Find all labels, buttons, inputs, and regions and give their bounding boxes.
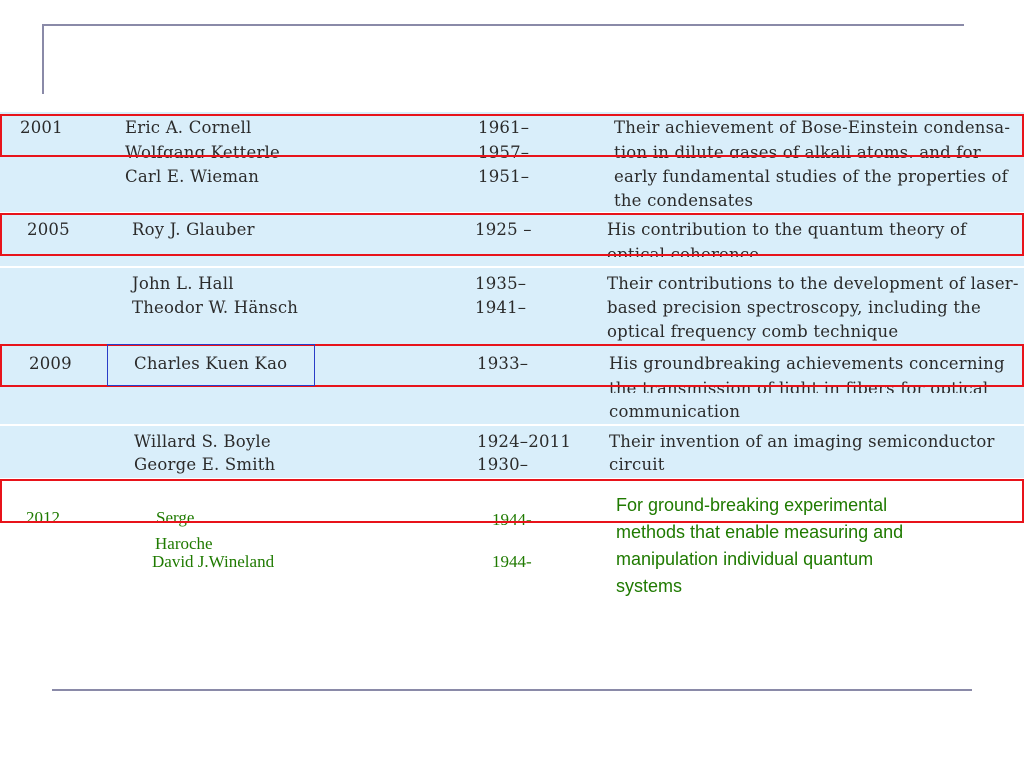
prize-description-line: For ground-breaking experimental — [616, 495, 888, 515]
birth-year: 1933– — [477, 354, 529, 373]
prize-description-line: manipulation individual quantum — [616, 549, 874, 569]
prize-description: Their achievement of Bose-Einstein conde… — [614, 118, 1011, 137]
birth-year: 1925 – — [475, 220, 532, 239]
laureate-name: Carl E. Wieman — [125, 167, 260, 186]
prize-description: His contribution to the quantum theory o… — [607, 220, 967, 239]
laureate-name: Theodor W. Hänsch — [132, 298, 299, 317]
prize-description-line: methods that enable measuring and — [616, 522, 904, 542]
birth-year-2012: 1944- — [492, 552, 532, 571]
prize-description: His groundbreaking achievements concerni… — [609, 354, 1005, 373]
birth-year: 1951– — [478, 167, 530, 186]
laureate-name-2012: David J.Wineland — [152, 552, 275, 571]
laureate-name: George E. Smith — [134, 455, 276, 474]
birth-year: 1930– — [477, 455, 529, 474]
laureate-name: Willard S. Boyle — [134, 432, 271, 451]
year-2009: 2009 — [29, 354, 72, 373]
year-2005: 2005 — [27, 220, 70, 239]
year-2012: 2012 — [26, 508, 60, 527]
prize-description: tion in dilute gases of alkali atoms, an… — [614, 143, 981, 158]
laureate-name: Charles Kuen Kao — [134, 354, 288, 373]
prize-description: Their invention of an imaging semiconduc… — [609, 432, 995, 451]
row-divider — [0, 344, 1024, 346]
year-2001: 2001 — [20, 118, 63, 137]
prize-description: communication — [609, 402, 741, 421]
prize-description: based precision spectroscopy, including … — [607, 298, 981, 317]
birth-year: 1957– — [478, 143, 530, 158]
birth-year: 1935– — [475, 274, 527, 293]
row-divider — [0, 266, 1024, 268]
prize-description: optical coherence — [607, 245, 760, 257]
prize-description-line: systems — [616, 576, 683, 596]
nobel-table-image — [0, 112, 1024, 478]
laureate-name: Roy J. Glauber — [132, 220, 255, 239]
prize-description: early fundamental studies of the propert… — [614, 167, 1008, 186]
birth-year: 1924–2011 — [477, 432, 572, 451]
slide-frame-left-line — [42, 24, 44, 94]
birth-year: 1941– — [475, 298, 527, 317]
slide-frame-bottom-line — [52, 689, 972, 691]
laureate-name-2012: Serge — [156, 508, 195, 527]
row-divider — [0, 212, 1024, 214]
laureate-name-2012: Haroche — [155, 534, 213, 553]
prize-description: the transmission of light in fibers for … — [609, 379, 989, 393]
slide-frame-top-line — [42, 24, 964, 26]
row-divider — [0, 424, 1024, 426]
laureate-name: Wolfgang Ketterle — [125, 143, 280, 158]
prize-description: the condensates — [614, 191, 754, 210]
birth-year-2012: 1944- — [492, 510, 532, 529]
prize-description-2012: For ground-breaking experimental methods… — [616, 492, 996, 600]
birth-year: 1961– — [478, 118, 530, 137]
prize-description: optical frequency comb technique — [607, 322, 899, 341]
prize-description: Their contributions to the development o… — [607, 274, 1019, 293]
prize-description: circuit — [609, 455, 665, 474]
laureate-name: John L. Hall — [132, 274, 234, 293]
laureate-name: Eric A. Cornell — [125, 118, 252, 137]
